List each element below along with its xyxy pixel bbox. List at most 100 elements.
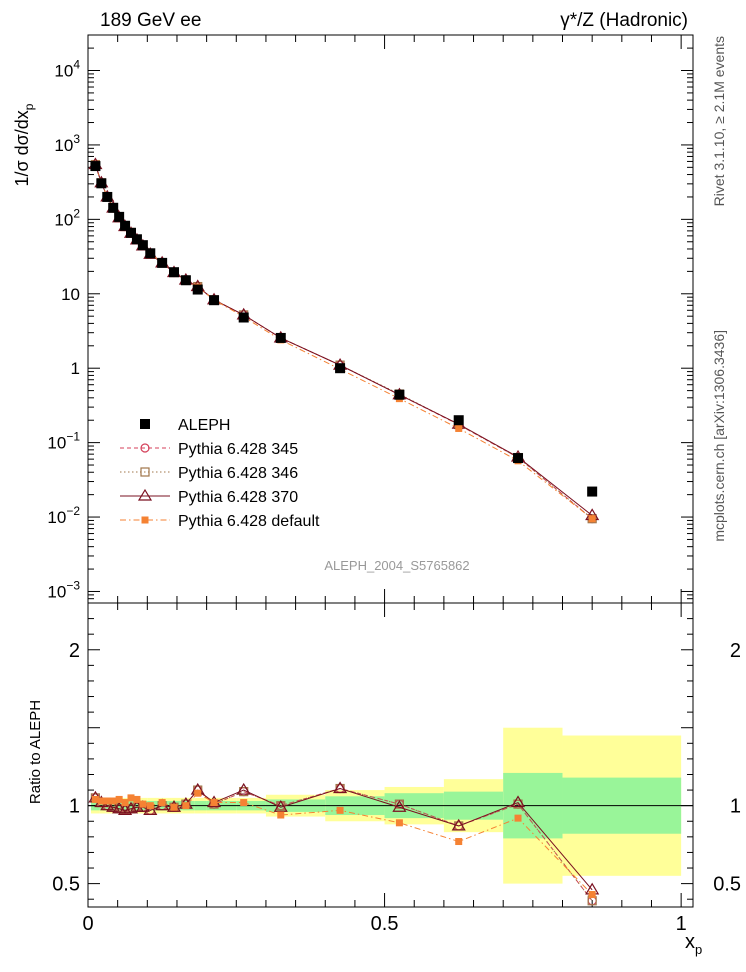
main-ytick-base: 10: [54, 62, 73, 81]
ratio-point: [123, 801, 139, 814]
ratio-point: [336, 806, 344, 814]
ratio-point: [277, 811, 285, 819]
legend-marker: [137, 488, 153, 501]
data-point: [145, 248, 156, 259]
ratio-point: [514, 814, 522, 822]
main-ytick-base: 10: [54, 210, 73, 229]
ratio-point: [133, 795, 141, 803]
data-point: [131, 234, 142, 245]
ratio-point: [118, 803, 133, 815]
data-point: [209, 295, 220, 306]
legend-label: Pythia 6.428 default: [178, 513, 320, 530]
ratio-point: [170, 803, 178, 811]
series-line: [94, 164, 593, 520]
ratio-point: [182, 802, 190, 810]
ratio-point: [210, 799, 218, 807]
legend-marker: [140, 419, 150, 429]
legend-label: Pythia 6.428 346: [178, 465, 298, 482]
ratio-xlabel-main: x: [685, 931, 695, 953]
ratio-point: [106, 800, 121, 812]
ratio-xtick-label: 0.5: [371, 913, 399, 935]
ratio-frame-border: [87, 602, 694, 908]
watermark: ALEPH_2004_S5765862: [324, 558, 469, 573]
main-ytick-base: 10: [47, 508, 66, 527]
series-line: [94, 164, 593, 520]
main-ytick-label: 1: [71, 359, 80, 378]
ratio-point: [455, 838, 463, 846]
main-ytick-base: 1: [71, 359, 80, 378]
side-label-mcplots: mcplots.cern.ch [arXiv:1306.3436]: [711, 330, 727, 542]
ratio-point: [127, 794, 135, 802]
ratio-ytick-label: 1: [69, 796, 80, 818]
ratio-point: [100, 798, 115, 811]
ratio-point: [451, 818, 466, 831]
main-ytick-base: 10: [47, 582, 66, 601]
legend: ALEPH Pythia 6.428 345 Pythia 6.428 346 Pyt…: [120, 417, 320, 530]
data-point: [587, 514, 597, 524]
ratio-point: [158, 799, 166, 807]
main-ytick-exp: 4: [73, 58, 80, 72]
main-ylabel-sub: p: [22, 103, 36, 110]
main-ytick-label: 102: [54, 206, 80, 229]
main-ytick-exp: 2: [73, 206, 80, 220]
main-ylabel-main: 1/σ dσ/dx: [12, 110, 32, 186]
data-point: [588, 515, 596, 523]
ratio-point: [91, 795, 99, 803]
data-point: [192, 284, 203, 295]
legend-label: Pythia 6.428 345: [178, 441, 298, 458]
data-point: [453, 415, 464, 426]
data-point: [137, 240, 148, 251]
ratio-point: [112, 801, 127, 814]
data-point: [238, 312, 249, 323]
ratio-point: [139, 800, 147, 808]
ratio-point: [109, 797, 117, 805]
main-ytick-label: 10−3: [47, 578, 80, 601]
ratio-point: [115, 795, 123, 803]
legend-label: ALEPH: [178, 417, 230, 434]
ratio-series: [88, 781, 600, 906]
header-right: γ*/Z (Hadronic): [560, 10, 688, 31]
ratio-point: [121, 799, 129, 807]
main-ytick-label: 103: [54, 132, 80, 155]
main-ytick-label: 10−2: [47, 504, 80, 527]
ratio-point: [273, 800, 288, 812]
ratio-xtick-label: 1: [676, 913, 687, 935]
series-line: [94, 164, 593, 520]
ratio-point: [103, 797, 111, 805]
main-ytick-exp: −3: [66, 578, 80, 592]
ratio-xtick-label: 0: [82, 913, 93, 935]
main-ytick-base: 10: [47, 434, 66, 453]
data-point: [126, 227, 137, 238]
data-point: [108, 202, 119, 213]
data-point: [394, 389, 405, 400]
main-ytick-base: 10: [54, 136, 73, 155]
main-ytick-label: 104: [54, 58, 80, 81]
main-ytick-exp: −2: [66, 504, 80, 518]
main-ytick-base: 10: [61, 285, 80, 304]
ratio-point: [194, 789, 202, 797]
legend-label: Pythia 6.428 370: [178, 489, 298, 506]
side-label-rivet: Rivet 3.1.10, ≥ 2.1M events: [711, 36, 727, 206]
ratio-ylabel: Ratio to ALEPH: [27, 700, 44, 804]
ratio-ytick-label-right: 0.5: [713, 874, 741, 896]
ratio-point: [146, 802, 154, 810]
data-point: [90, 161, 101, 172]
ratio-ytick-label: 0.5: [52, 874, 80, 896]
ratio-ytick-label-right: 1: [730, 796, 741, 818]
main-ytick-label: 10: [61, 285, 80, 304]
main-series: [88, 157, 600, 524]
main-ytick-label: 10−1: [47, 430, 80, 453]
data-point: [114, 211, 125, 222]
main-ylabel: 1/σ dσ/dxp: [12, 103, 36, 186]
ratio-point: [97, 797, 105, 805]
data-point: [102, 191, 113, 202]
data-point: [180, 275, 191, 286]
data-point: [587, 486, 598, 497]
legend-marker: [140, 443, 150, 453]
main-ytick-exp: 3: [73, 132, 80, 146]
legend-marker: [141, 516, 149, 524]
ratio-point: [392, 800, 407, 812]
ratio-point: [240, 799, 248, 807]
data-point: [96, 178, 107, 189]
